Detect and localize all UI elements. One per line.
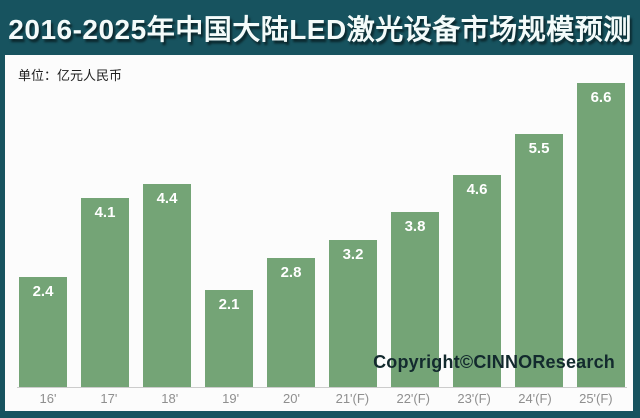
bar-23F: 4.6 xyxy=(453,175,501,387)
bar-value-label: 3.2 xyxy=(342,245,364,263)
bar-value-label: 2.4 xyxy=(32,282,54,300)
x-tick-label-17: 17' xyxy=(100,391,118,406)
page-title: 2016-2025年中国大陆LED激光设备市场规模预测 xyxy=(8,13,632,45)
copyright-watermark: Copyright©CINNOResearch xyxy=(373,352,615,372)
plot-area: 2.4 4.1 4.4 2.1 2.8 3.2 3.8 4.6 5.5 6.6 xyxy=(17,74,627,388)
x-tick-label-21F: 21'(F) xyxy=(335,391,370,406)
x-tick-label-19: 19' xyxy=(222,391,240,406)
x-axis-labels: 16' 17' 18' 19' 20' 21'(F) 22'(F) 23'(F) 24'(F) 2… xyxy=(22,391,622,409)
bar-value-label: 4.1 xyxy=(94,204,116,222)
bar-value-label: 3.8 xyxy=(404,218,426,236)
bar-value-label: 4.6 xyxy=(466,181,488,199)
x-tick-label-18: 18' xyxy=(161,391,179,406)
bar-value-label: 5.5 xyxy=(528,139,550,157)
bar-19: 2.1 xyxy=(205,290,253,387)
x-tick-label-23F: 23'(F) xyxy=(457,391,491,406)
x-tick-label-25F: 25'(F) xyxy=(579,391,613,406)
unit-label: 单位：亿元人民币 xyxy=(18,68,123,83)
bar-18: 4.4 xyxy=(143,184,191,387)
bar-value-label: 2.8 xyxy=(280,264,302,282)
x-tick-label-20: 20' xyxy=(283,391,300,406)
bar-17: 4.1 xyxy=(81,198,129,387)
x-tick-label-24F: 24'(F) xyxy=(518,391,552,406)
bar-22F: 3.8 xyxy=(391,212,439,387)
chart-panel: 单位：亿元人民币 2.4 4.1 4.4 2.1 2.8 3.2 3.8 4.6 5.5 6.6 … xyxy=(5,55,633,411)
bar-16: 2.4 xyxy=(19,276,67,387)
x-tick-label-22F: 22'(F) xyxy=(396,391,431,406)
bar-25F: 6.6 xyxy=(577,83,625,387)
bar-20: 2.8 xyxy=(267,258,315,387)
title-bar: 2016-2025年中国大陆LED激光设备市场规模预测 xyxy=(0,0,640,55)
bar-24F: 5.5 xyxy=(515,133,563,387)
bar-value-label: 6.6 xyxy=(590,89,612,107)
x-tick-label-16: 16' xyxy=(39,391,57,406)
bar-value-label: 2.1 xyxy=(218,296,240,314)
bar-value-label: 4.4 xyxy=(156,190,178,208)
bar-21F: 3.2 xyxy=(329,239,377,387)
bar-series: 2.4 4.1 4.4 2.1 2.8 3.2 3.8 4.6 5.5 6.6 xyxy=(17,74,627,387)
